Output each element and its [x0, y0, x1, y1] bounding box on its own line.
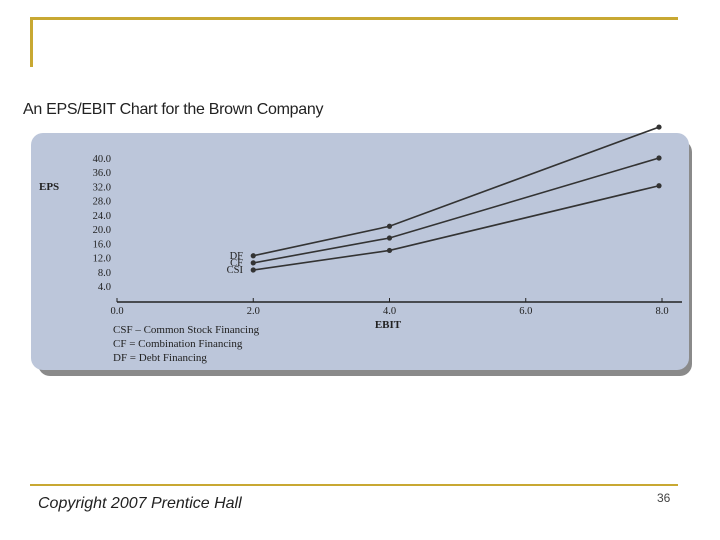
copyright-text: Copyright 2007 Prentice Hall	[38, 495, 242, 512]
x-tick-label: 4.0	[383, 306, 396, 317]
x-axis-label: EBIT	[375, 319, 402, 331]
x-tick-label: 6.0	[519, 306, 532, 317]
chart-title: An EPS/EBIT Chart for the Brown Company	[23, 101, 324, 118]
y-tick-label: 28.0	[93, 197, 111, 208]
y-tick-label: 32.0	[93, 182, 111, 193]
data-point	[656, 124, 662, 130]
series-label: CSI	[227, 265, 244, 276]
series-label: DF	[230, 251, 244, 262]
data-point	[656, 183, 662, 189]
y-axis-label: EPS	[39, 181, 59, 193]
y-tick-label: 8.0	[98, 268, 111, 279]
data-point	[386, 223, 393, 229]
x-tick-label: 2.0	[247, 306, 260, 317]
x-tick-label: 8.0	[655, 306, 668, 317]
data-point	[250, 260, 256, 266]
data-point	[386, 247, 393, 254]
frame-top-rule	[30, 17, 678, 20]
series-label: CF	[230, 258, 243, 269]
legend-entry: CSF – Common Stock Financing	[113, 324, 260, 336]
y-tick-label: 24.0	[93, 211, 111, 222]
y-tick-label: 36.0	[93, 168, 111, 179]
frame-left-rule	[30, 17, 33, 67]
data-point	[386, 235, 393, 241]
data-point	[250, 253, 256, 259]
page-number: 36	[657, 491, 671, 505]
y-tick-label: 4.0	[98, 282, 111, 293]
y-tick-label: 16.0	[93, 239, 111, 250]
series-line-csf	[253, 184, 660, 271]
series-line-cf	[253, 157, 660, 264]
data-point	[656, 155, 662, 161]
data-point	[250, 267, 256, 273]
y-tick-label: 20.0	[93, 225, 111, 236]
x-tick-label: 0.0	[110, 306, 123, 317]
legend-entry: DF = Debt Financing	[113, 352, 207, 364]
frame-bottom-rule	[30, 484, 678, 486]
chart-panel	[31, 133, 689, 370]
y-tick-label: 12.0	[93, 254, 111, 265]
y-tick-label: 40.0	[93, 154, 111, 165]
legend-entry: CF = Combination Financing	[113, 338, 243, 350]
series-line-df	[253, 126, 660, 257]
